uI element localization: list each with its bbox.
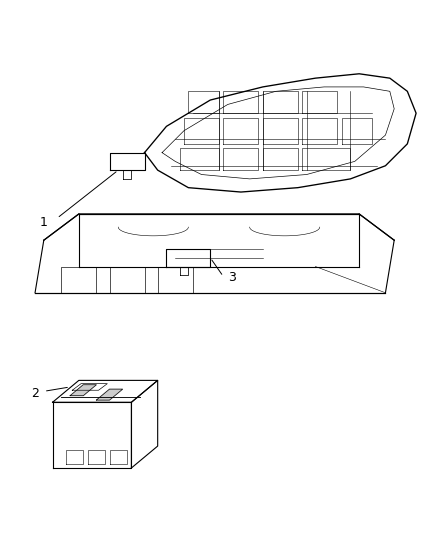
Polygon shape xyxy=(70,385,96,395)
Text: 2: 2 xyxy=(31,387,39,400)
Polygon shape xyxy=(96,389,123,400)
Text: 3: 3 xyxy=(228,271,236,284)
Text: 1: 1 xyxy=(40,216,48,229)
